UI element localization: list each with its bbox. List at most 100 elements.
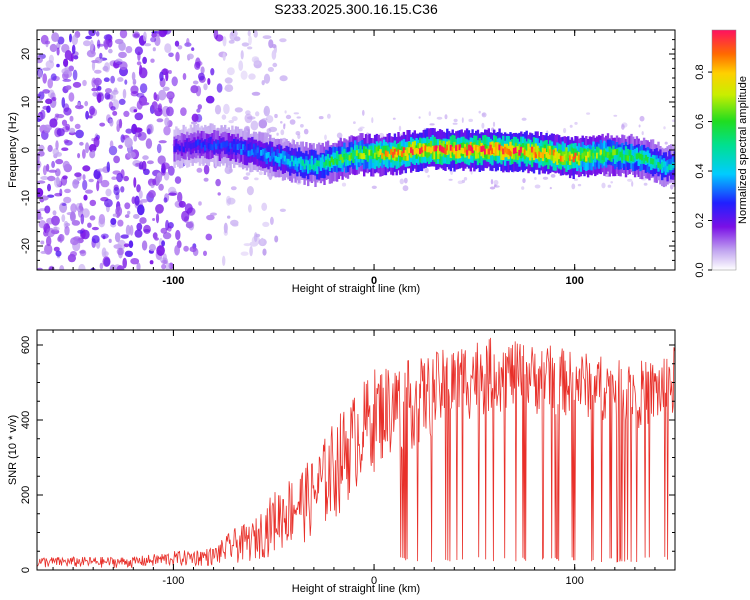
ridge-cell	[543, 148, 546, 155]
ridge-cell	[196, 139, 200, 146]
ridge-cell	[328, 160, 332, 167]
ridge-cell	[411, 141, 415, 156]
noise-blob	[147, 190, 156, 199]
ridge-cell	[585, 155, 588, 162]
ridge-cell	[240, 149, 243, 155]
noise-blob	[43, 124, 52, 132]
ridge-cell	[599, 149, 602, 156]
noise-blob	[99, 122, 106, 127]
noise-blob	[318, 116, 324, 120]
noise-blob	[613, 114, 618, 117]
ridge-cell	[339, 154, 342, 160]
ridge-cell	[238, 143, 241, 149]
noise-blob	[234, 107, 243, 113]
ridge-cell	[249, 142, 252, 156]
ridge-cell	[545, 152, 548, 158]
noise-blob	[117, 219, 124, 227]
noise-blob	[88, 115, 93, 119]
ridge-cell	[619, 151, 622, 158]
ridge-cell	[258, 152, 261, 159]
noise-blob	[631, 181, 634, 187]
ridge-cell	[267, 152, 270, 158]
noise-blob	[142, 155, 149, 160]
noise-blob	[280, 129, 285, 136]
noise-blob	[141, 102, 150, 106]
noise-blob	[59, 188, 63, 197]
noise-blob	[262, 35, 272, 39]
ridge-cell	[177, 144, 180, 150]
noise-blob	[163, 125, 171, 136]
noise-blob	[191, 113, 199, 123]
ridge-cell	[247, 150, 250, 157]
noise-blob	[116, 247, 125, 256]
noise-blob	[82, 174, 86, 181]
ridge-cell	[290, 155, 294, 169]
ridge-cell	[650, 158, 653, 164]
noise-blob	[136, 262, 141, 270]
noise-blob	[436, 116, 443, 120]
noise-blob	[224, 77, 233, 84]
noise-blob	[42, 105, 49, 110]
noise-blob	[39, 195, 49, 201]
noise-blob	[424, 167, 429, 174]
noise-blob	[158, 140, 167, 144]
ridge-cell	[617, 154, 620, 161]
noise-blob	[168, 52, 174, 58]
ridge-cell	[377, 151, 380, 157]
noise-blob	[56, 63, 60, 68]
ridge-cell	[334, 157, 337, 164]
ridge-cell	[296, 160, 299, 167]
noise-blob	[468, 118, 474, 122]
noise-blob	[77, 102, 81, 107]
ridge-cell	[256, 147, 259, 154]
noise-blob	[47, 78, 53, 89]
ridge-cell	[482, 145, 485, 152]
noise-blob	[203, 164, 210, 175]
noise-blob	[183, 245, 189, 252]
noise-blob	[46, 227, 55, 238]
noise-blob	[230, 186, 237, 191]
ridge-cell	[272, 152, 276, 166]
noise-blob	[165, 262, 171, 270]
ridge-cell	[254, 149, 258, 156]
noise-blob	[40, 176, 49, 180]
noise-blob	[45, 163, 50, 172]
noise-blob	[182, 73, 187, 80]
noise-blob	[114, 38, 124, 45]
ridge-cell	[493, 147, 496, 153]
ridge-cell	[390, 149, 393, 163]
noise-blob	[240, 70, 248, 80]
noise-blob	[161, 162, 170, 170]
ridge-cell	[464, 146, 467, 153]
noise-blob	[607, 184, 612, 188]
ridge-cell	[375, 154, 379, 161]
ridge-cell	[357, 153, 360, 159]
ridge-cell	[473, 144, 476, 151]
noise-blob	[82, 165, 91, 172]
noise-blob	[586, 112, 591, 115]
noise-blob	[64, 188, 71, 194]
ridge-cell	[659, 163, 662, 170]
ridge-cell	[538, 151, 541, 158]
noise-blob	[85, 110, 89, 120]
ridge-cell	[274, 155, 277, 162]
ridge-cell	[366, 153, 369, 160]
noise-blob	[62, 160, 70, 170]
noise-blob	[48, 169, 57, 173]
noise-blob	[341, 182, 347, 187]
noise-blob	[448, 178, 453, 181]
ridge-cell	[354, 150, 357, 157]
noise-blob	[144, 43, 152, 47]
ridge-cell	[393, 148, 397, 155]
noise-blob	[262, 248, 267, 256]
ridge-cell	[390, 149, 393, 155]
ridge-cell	[561, 156, 564, 162]
noise-blob	[75, 104, 84, 110]
ridge-cell	[402, 146, 406, 161]
x-tick-label: -100	[162, 575, 184, 587]
ridge-cell	[552, 149, 555, 156]
noise-blob	[489, 186, 496, 190]
ridge-cell	[487, 148, 490, 155]
ridge-cell	[529, 149, 532, 155]
noise-blob	[117, 77, 124, 82]
